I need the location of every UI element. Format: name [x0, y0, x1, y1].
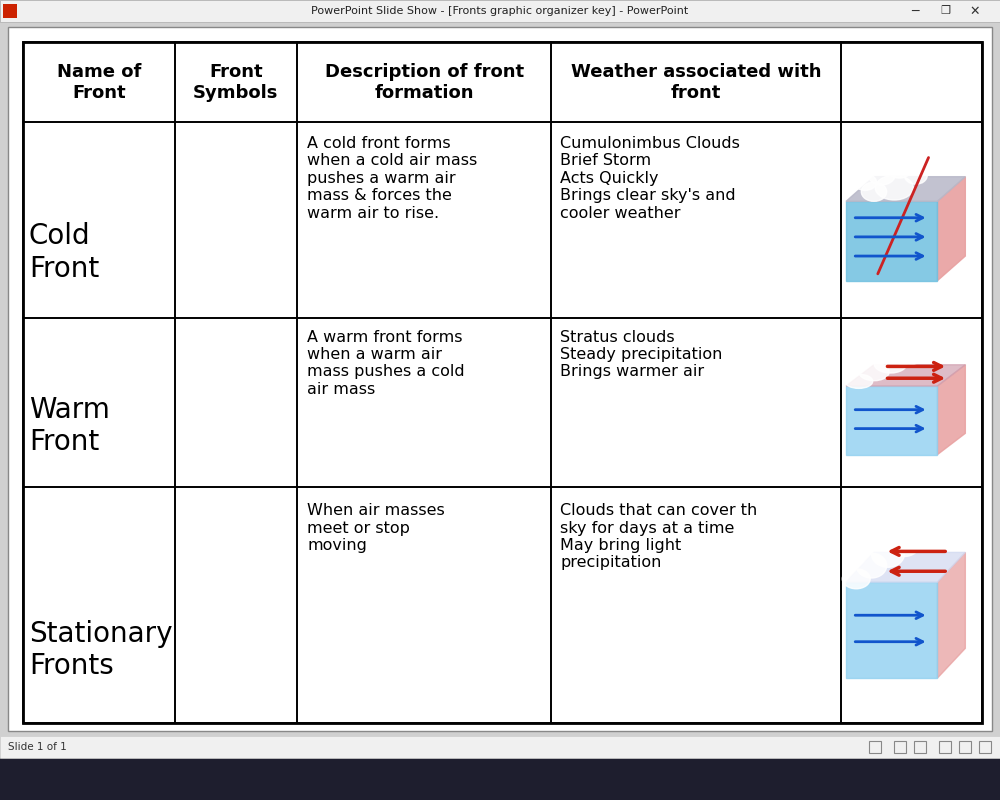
Text: When air masses
meet or stop
moving: When air masses meet or stop moving	[307, 503, 445, 553]
Text: A cold front forms
when a cold air mass
pushes a warm air
mass & forces the
warm: A cold front forms when a cold air mass …	[307, 136, 478, 221]
Bar	[0, 736, 1000, 758]
Text: A warm front forms
when a warm air
mass pushes a cold
air mass: A warm front forms when a warm air mass …	[307, 330, 465, 397]
Bar	[23, 318, 175, 486]
Bar	[175, 42, 297, 122]
Text: Warm
Front: Warm Front	[29, 396, 110, 456]
Bar	[979, 741, 991, 753]
Bar	[939, 741, 951, 753]
Bar	[551, 318, 841, 486]
Bar	[894, 741, 906, 753]
Bar	[841, 486, 982, 723]
Ellipse shape	[907, 522, 935, 546]
Bar	[914, 741, 926, 753]
Polygon shape	[846, 365, 965, 386]
Ellipse shape	[875, 175, 913, 200]
Ellipse shape	[874, 354, 907, 373]
Bar	[841, 318, 982, 486]
Text: Stationary
Fronts: Stationary Fronts	[29, 620, 173, 681]
Text: Slide 1 of 1: Slide 1 of 1	[8, 742, 67, 752]
Text: Description of front
formation: Description of front formation	[325, 62, 524, 102]
Ellipse shape	[908, 342, 936, 359]
Bar	[8, 27, 992, 731]
Ellipse shape	[892, 348, 922, 366]
Bar	[175, 318, 297, 486]
Polygon shape	[937, 177, 965, 281]
Ellipse shape	[842, 569, 870, 589]
Text: Stratus clouds
Steady precipitation
Brings warmer air: Stratus clouds Steady precipitation Brin…	[560, 330, 722, 379]
Bar	[959, 741, 971, 753]
Text: Name of
Front: Name of Front	[57, 62, 141, 102]
Ellipse shape	[887, 159, 912, 178]
Bar	[297, 42, 551, 122]
Bar	[23, 122, 175, 318]
Bar	[551, 42, 841, 122]
Ellipse shape	[859, 363, 889, 381]
Text: ✕: ✕	[970, 5, 980, 18]
Text: ─: ─	[911, 5, 919, 18]
Ellipse shape	[925, 338, 950, 354]
Polygon shape	[846, 202, 937, 281]
Bar	[23, 486, 175, 723]
Bar	[3, 4, 17, 18]
Ellipse shape	[923, 515, 949, 537]
Text: Cold
Front: Cold Front	[29, 222, 99, 282]
Ellipse shape	[861, 182, 887, 202]
Bar	[175, 486, 297, 723]
Bar	[175, 122, 297, 318]
Bar	[551, 122, 841, 318]
Bar	[297, 122, 551, 318]
Bar	[297, 486, 551, 723]
Bar	[23, 42, 982, 723]
Bar	[297, 318, 551, 486]
Bar	[841, 42, 982, 122]
Bar	[869, 741, 881, 753]
Bar	[23, 42, 175, 122]
Bar	[0, 758, 1000, 800]
Bar	[551, 486, 841, 723]
Ellipse shape	[845, 374, 873, 389]
Text: Front
Symbols: Front Symbols	[193, 62, 279, 102]
Ellipse shape	[856, 554, 887, 578]
Text: Clouds that can cover th
sky for days at a time
May bring light
precipitation: Clouds that can cover th sky for days at…	[560, 503, 757, 570]
Ellipse shape	[889, 532, 920, 557]
Polygon shape	[937, 552, 965, 678]
Bar	[841, 122, 982, 318]
Ellipse shape	[904, 166, 927, 184]
Text: Weather associated with
front: Weather associated with front	[571, 62, 821, 102]
Polygon shape	[937, 365, 965, 454]
Ellipse shape	[854, 174, 877, 190]
Text: PowerPoint Slide Show - [Fronts graphic organizer key] - PowerPoint: PowerPoint Slide Show - [Fronts graphic …	[311, 6, 689, 16]
Polygon shape	[846, 386, 937, 454]
Ellipse shape	[871, 541, 904, 567]
Text: Cumulonimbus Clouds
Brief Storm
Acts Quickly
Brings clear sky's and
cooler weath: Cumulonimbus Clouds Brief Storm Acts Qui…	[560, 136, 740, 221]
Polygon shape	[846, 177, 965, 202]
Polygon shape	[846, 582, 937, 678]
Bar	[0, 0, 1000, 22]
Polygon shape	[846, 552, 965, 582]
Ellipse shape	[868, 163, 896, 185]
Text: ❒: ❒	[940, 6, 950, 16]
